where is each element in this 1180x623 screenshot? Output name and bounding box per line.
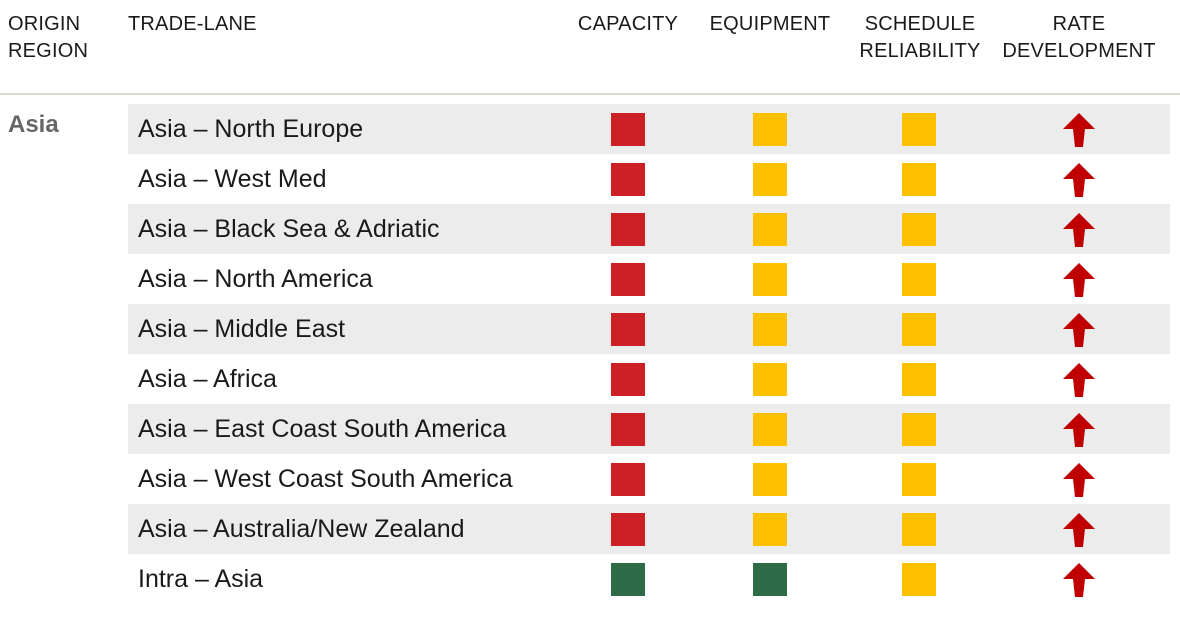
schedule-reliability-status-indicator — [902, 163, 936, 196]
capacity-status-indicator — [611, 563, 645, 596]
capacity-status-indicator — [611, 463, 645, 496]
trade-lane-label: Intra – Asia — [138, 565, 264, 593]
table-row: Asia – West Coast South America — [128, 454, 1170, 504]
capacity-status-indicator — [611, 363, 645, 396]
equipment-status-indicator — [753, 363, 787, 396]
table-row: Asia – Middle East — [128, 304, 1170, 354]
capacity-status-indicator — [611, 263, 645, 296]
arrow-up-icon — [1063, 213, 1095, 247]
arrow-up-icon — [1063, 113, 1095, 147]
equipment-status-indicator — [753, 313, 787, 346]
equipment-status-indicator — [753, 263, 787, 296]
trade-lane-label: Asia – Australia/New Zealand — [138, 515, 465, 543]
equipment-status-indicator — [753, 113, 787, 146]
trade-lane-label: Asia – West Coast South America — [138, 465, 513, 493]
arrow-up-icon — [1063, 163, 1095, 197]
table-row: Asia – North Europe — [128, 104, 1170, 154]
trade-lane-table: Asia – North Europe Asia – West Med Asia –… — [128, 104, 1170, 604]
arrow-up-icon — [1063, 463, 1095, 497]
table-row: Intra – Asia — [128, 554, 1170, 604]
equipment-status-indicator — [753, 213, 787, 246]
capacity-status-indicator — [611, 113, 645, 146]
table-row: Asia – East Coast South America — [128, 404, 1170, 454]
header-origin-region: ORIGIN REGION — [8, 13, 89, 62]
table-row: Asia – West Med — [128, 154, 1170, 204]
header-schedule-reliability: SCHEDULE RELIABILITY — [859, 13, 981, 62]
arrow-up-icon — [1063, 513, 1095, 547]
capacity-status-indicator — [611, 313, 645, 346]
trade-lane-label: Asia – Middle East — [138, 315, 346, 343]
table-row: Asia – North America — [128, 254, 1170, 304]
schedule-reliability-status-indicator — [902, 263, 936, 296]
origin-region-label: Asia — [8, 111, 59, 138]
schedule-reliability-status-indicator — [902, 113, 936, 146]
schedule-reliability-status-indicator — [902, 313, 936, 346]
schedule-reliability-status-indicator — [902, 563, 936, 596]
arrow-up-icon — [1063, 563, 1095, 597]
trade-lane-label: Asia – West Med — [138, 165, 327, 193]
trade-lane-label: Asia – Africa — [138, 365, 277, 393]
header-rate-development: RATE DEVELOPMENT — [1002, 13, 1156, 62]
arrow-up-icon — [1063, 363, 1095, 397]
arrow-up-icon — [1063, 263, 1095, 297]
trade-lane-label: Asia – East Coast South America — [138, 415, 507, 443]
header-trade-lane: TRADE-LANE — [128, 13, 257, 35]
table-row: Asia – Black Sea & Adriatic — [128, 204, 1170, 254]
equipment-status-indicator — [753, 463, 787, 496]
equipment-status-indicator — [753, 413, 787, 446]
table-row: Asia – Australia/New Zealand — [128, 504, 1170, 554]
capacity-status-indicator — [611, 163, 645, 196]
equipment-status-indicator — [753, 513, 787, 546]
equipment-status-indicator — [753, 563, 787, 596]
equipment-status-indicator — [753, 163, 787, 196]
schedule-reliability-status-indicator — [902, 413, 936, 446]
schedule-reliability-status-indicator — [902, 363, 936, 396]
schedule-reliability-status-indicator — [902, 513, 936, 546]
arrow-up-icon — [1063, 413, 1095, 447]
trade-lane-label: Asia – North Europe — [138, 115, 364, 143]
trade-lane-label: Asia – Black Sea & Adriatic — [138, 215, 440, 243]
table-header: ORIGIN REGION TRADE-LANE CAPACITY EQUIPME… — [0, 0, 1180, 95]
header-equipment: EQUIPMENT — [709, 13, 831, 35]
schedule-reliability-status-indicator — [902, 213, 936, 246]
table-row: Asia – Africa — [128, 354, 1170, 404]
trade-lane-label: Asia – North America — [138, 265, 373, 293]
arrow-up-icon — [1063, 313, 1095, 347]
capacity-status-indicator — [611, 213, 645, 246]
capacity-status-indicator — [611, 413, 645, 446]
schedule-reliability-status-indicator — [902, 463, 936, 496]
capacity-status-indicator — [611, 513, 645, 546]
header-capacity: CAPACITY — [577, 13, 679, 35]
